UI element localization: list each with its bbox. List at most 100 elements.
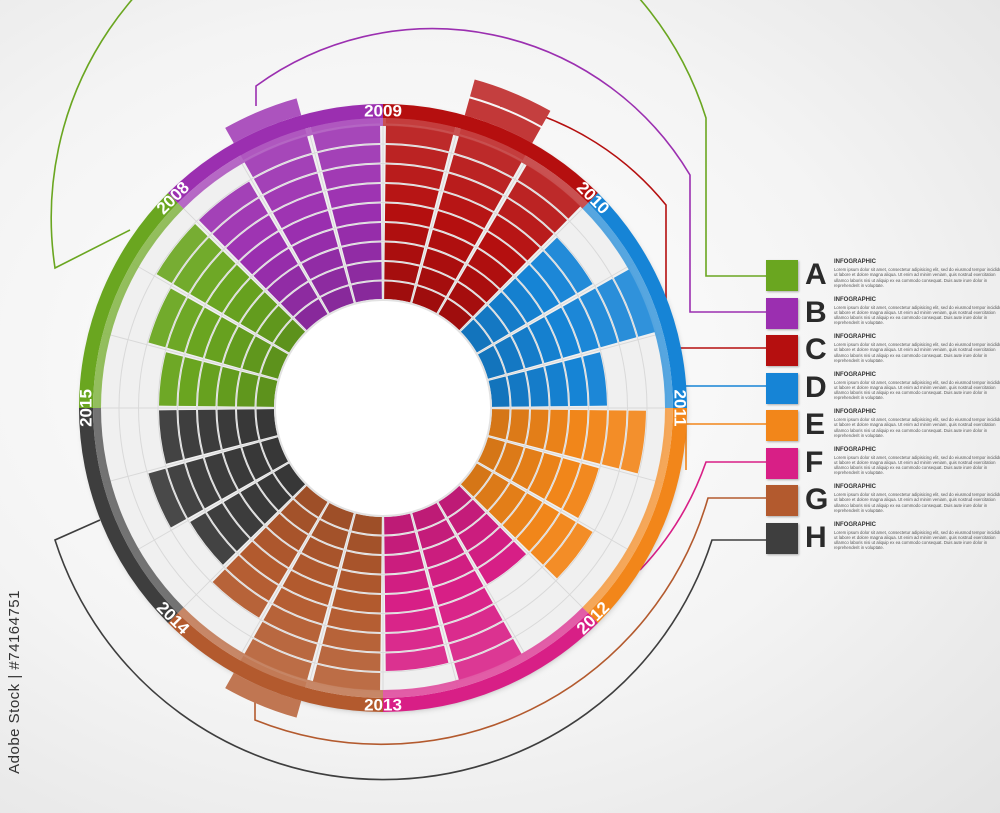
legend-item: H INFOGRAPHIC Lorem ipsum dolor sit amet…: [766, 521, 1000, 559]
bar-segment: [511, 326, 543, 369]
bar-segment: [190, 513, 236, 565]
legend-swatch: [766, 522, 798, 554]
bar-segment: [204, 317, 238, 363]
bar-segment: [273, 192, 328, 229]
legend-title: INFOGRAPHIC: [834, 296, 876, 303]
bar-segment: [240, 483, 278, 524]
bar-segment: [206, 503, 250, 552]
bar-segment: [148, 468, 187, 528]
bar-segment: [190, 251, 236, 303]
bar-segment: [385, 608, 439, 632]
bar-segment: [225, 98, 302, 144]
bar-segment: [311, 519, 349, 549]
bar-segment: [468, 527, 513, 568]
bar-segment: [261, 345, 289, 379]
bar-segment: [263, 604, 323, 643]
bar-segment: [474, 473, 509, 511]
legend-item: E INFOGRAPHIC Lorem ipsum dolor sit amet…: [766, 408, 1000, 446]
bar-segment: [223, 326, 255, 369]
bar-segment: [478, 231, 527, 275]
bar-segment: [384, 223, 430, 246]
grid-spoke: [131, 262, 290, 355]
bar-segment: [412, 286, 446, 314]
legend-item: G INFOGRAPHIC Lorem ipsum dolor sit amet…: [766, 483, 1000, 521]
year-band-segment: [383, 104, 598, 203]
connector-line: [685, 423, 766, 470]
bar-segment: [223, 278, 264, 323]
bar-segment: [460, 319, 492, 353]
legend-item: D INFOGRAPHIC Lorem ipsum dolor sit amet…: [766, 371, 1000, 409]
bar-segment: [596, 278, 637, 342]
bar-segment: [530, 251, 576, 303]
grid-spoke: [177, 202, 307, 332]
year-band-segment: [168, 104, 383, 203]
bar-segment: [458, 513, 499, 551]
connector-lines: [50, 0, 766, 781]
bar-segment: [173, 237, 222, 293]
grid-spoke: [102, 435, 279, 484]
bar-segment: [384, 551, 425, 574]
bar-segment: [449, 621, 513, 662]
bar-segment: [438, 192, 493, 229]
grid-spoke: [307, 512, 356, 689]
bar-segment: [460, 463, 492, 497]
bar-segment: [274, 463, 306, 497]
bar-segment: [385, 645, 449, 671]
bar-segment: [206, 264, 250, 313]
bar-segment: [545, 361, 568, 407]
bar-segment: [384, 589, 434, 613]
bar-segment: [256, 376, 278, 407]
bar-segment: [385, 164, 444, 190]
year-label: 2011: [671, 390, 690, 427]
legend-swatch: [766, 260, 798, 291]
bar-segment: [159, 352, 183, 406]
bar-segment: [384, 203, 434, 227]
bar-segment: [422, 536, 465, 568]
legend-title: INFOGRAPHIC: [834, 409, 876, 415]
year-band-segment: [383, 613, 598, 712]
bar-segment: [237, 409, 259, 445]
bar-segment: [226, 215, 278, 261]
legend-text: Lorem ipsum dolor sit amet, consectetur …: [834, 417, 1000, 438]
bar-segment: [280, 282, 318, 317]
legend: A INFOGRAPHIC Lorem ipsum dolor sit amet…: [766, 258, 1000, 558]
legend-letter: G: [805, 483, 829, 516]
bar-segment: [613, 269, 656, 337]
bar-segment: [384, 281, 415, 303]
legend-swatch: [766, 297, 798, 329]
grid-spoke: [436, 501, 529, 660]
bar-segment: [494, 336, 524, 374]
bar-segment: [351, 513, 382, 535]
bar-segment: [198, 409, 221, 455]
bar-segment: [384, 532, 420, 554]
legend-text: Lorem ipsum dolor sit amet, consectetur …: [834, 379, 1000, 401]
legend-letter: D: [805, 370, 827, 404]
bar-segment: [516, 503, 560, 552]
grid-spoke: [476, 461, 635, 554]
bar-segment: [274, 319, 306, 353]
bar-segment: [292, 553, 338, 587]
legend-letter: B: [805, 295, 827, 329]
bar-segment: [507, 181, 568, 233]
bar-segment: [385, 626, 444, 652]
bar-segment: [178, 409, 202, 459]
bar-segment: [311, 267, 349, 297]
bar-segment: [204, 453, 238, 499]
legend-item: B INFOGRAPHIC Lorem ipsum dolor sit amet…: [766, 296, 1000, 334]
bar-segment: [583, 352, 607, 406]
legend-swatch: [766, 410, 798, 441]
bar-segment: [448, 499, 486, 534]
bar-segment: [212, 569, 268, 618]
bar-segment: [253, 248, 298, 289]
bar-segment: [156, 223, 208, 284]
bar-segment: [428, 553, 474, 587]
legend-item: A INFOGRAPHIC Lorem ipsum dolor sit amet…: [766, 258, 1000, 296]
bar-segment: [511, 447, 543, 490]
bar-segment: [564, 357, 588, 407]
year-band-segment: [588, 193, 687, 408]
legend-item: F INFOGRAPHIC Lorem ipsum dolor sit amet…: [766, 446, 1000, 484]
bar-segment: [438, 299, 472, 331]
bar-segment: [327, 608, 381, 632]
